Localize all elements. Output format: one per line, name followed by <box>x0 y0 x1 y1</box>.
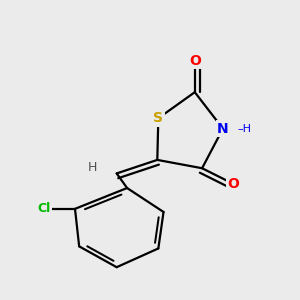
Text: N: N <box>217 122 229 136</box>
Text: S: S <box>153 111 163 125</box>
Text: O: O <box>227 177 239 191</box>
Text: –H: –H <box>238 124 252 134</box>
Text: O: O <box>189 54 201 68</box>
Text: Cl: Cl <box>37 202 50 215</box>
Text: H: H <box>88 161 98 174</box>
